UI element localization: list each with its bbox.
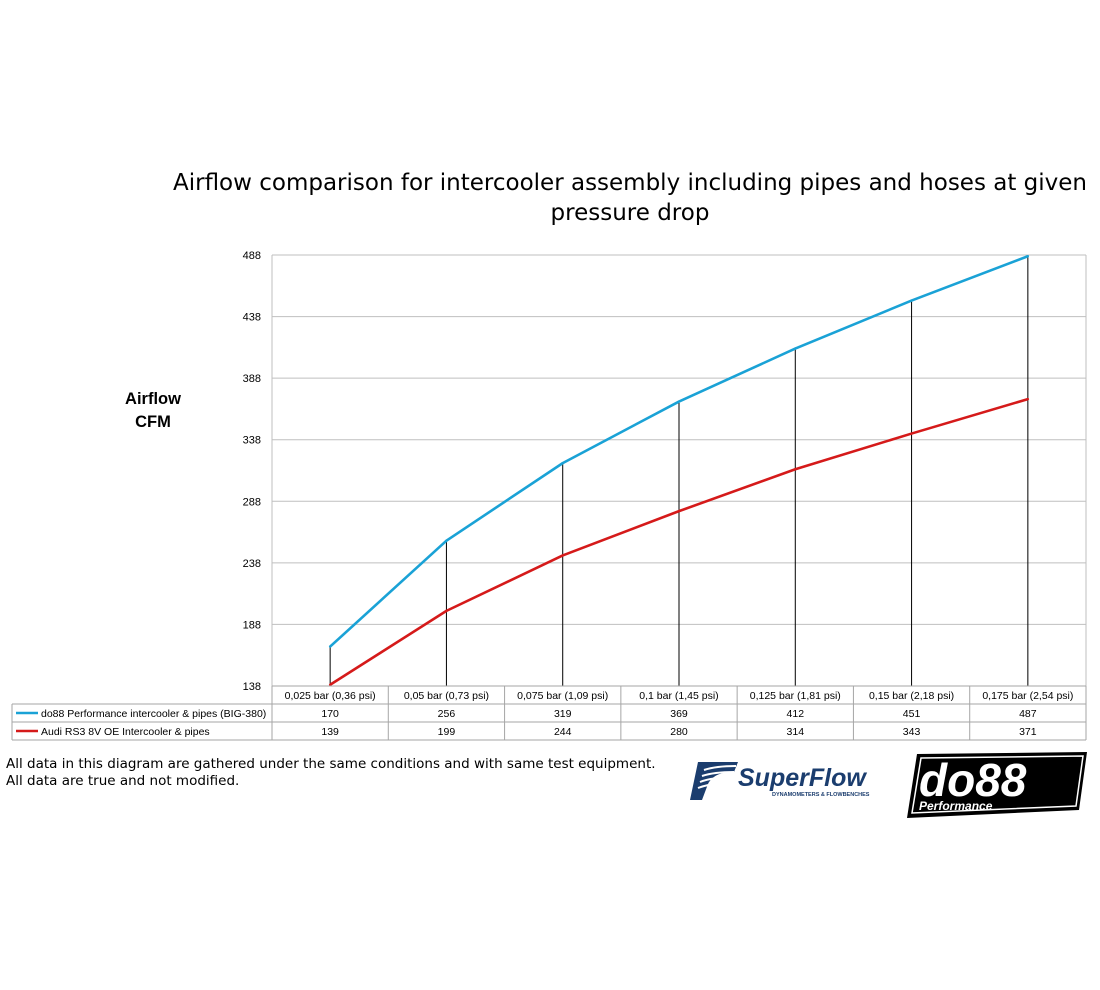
footnote-line-2: All data are true and not modified. <box>6 773 240 789</box>
data-point <box>794 347 797 350</box>
data-label: 199 <box>438 726 456 738</box>
y-axis-label-line-2: CFM <box>135 413 171 431</box>
y-axis-label-line-1: Airflow <box>125 390 181 408</box>
data-label: 319 <box>554 708 572 720</box>
data-label: 244 <box>554 726 572 738</box>
y-tick-label: 288 <box>243 496 261 508</box>
drop-lines <box>329 256 1029 686</box>
data-label: 412 <box>787 708 805 720</box>
y-tick-label: 338 <box>243 435 261 447</box>
data-point <box>445 609 448 613</box>
footnote-line-1: All data in this diagram are gathered un… <box>6 756 656 772</box>
superflow-logo-tagline: DYNAMOMETERS & FLOWBENCHES <box>772 792 870 798</box>
superflow-logo-text: SuperFlow <box>738 764 867 792</box>
data-label: 343 <box>903 726 921 738</box>
series-lines <box>328 255 1030 686</box>
y-tick-label: 388 <box>243 373 261 385</box>
data-label: 487 <box>1019 708 1037 720</box>
data-point <box>561 554 564 557</box>
y-tick-labels: 488 438 388 338 288 238 188 138 <box>243 250 261 693</box>
superflow-swoosh-icon <box>690 762 738 800</box>
y-axis-label: Airflow CFM <box>100 388 206 434</box>
data-label: 256 <box>438 708 456 720</box>
data-point <box>1026 255 1030 258</box>
y-tick-label: 488 <box>243 250 261 262</box>
data-label: 369 <box>670 708 688 720</box>
x-tick-label: 0,1 bar (1,45 psi) <box>639 690 718 702</box>
data-point <box>910 299 913 302</box>
data-label: 139 <box>321 726 339 738</box>
legend-label: do88 Performance intercooler & pipes (BI… <box>41 708 266 720</box>
data-label: 451 <box>903 708 921 720</box>
data-point <box>561 461 564 465</box>
x-tick-label: 0,15 bar (2,18 psi) <box>869 690 954 702</box>
x-tick-label: 0,175 bar (2,54 psi) <box>982 690 1073 702</box>
chart-title: Airflow comparison for intercooler assem… <box>172 170 1087 226</box>
superflow-logo: SuperFlow DYNAMOMETERS & FLOWBENCHES <box>690 762 870 800</box>
data-point <box>445 539 448 542</box>
legend-label: Audi RS3 8V OE Intercooler & pipes <box>41 726 210 738</box>
data-point <box>910 432 913 435</box>
data-label: 371 <box>1019 726 1037 738</box>
data-label: 170 <box>321 708 339 720</box>
data-point <box>328 645 332 648</box>
do88-logo-tagline: Performance <box>919 799 993 813</box>
data-point <box>677 400 681 403</box>
data-point <box>677 509 681 513</box>
y-tick-label: 438 <box>243 312 261 324</box>
data-label: 314 <box>787 726 805 738</box>
data-point <box>328 683 332 686</box>
data-label: 280 <box>670 726 688 738</box>
footnote: All data in this diagram are gathered un… <box>6 756 656 790</box>
data-table: 0,025 bar (0,36 psi) 0,05 bar (0,73 psi) 0… <box>11 685 1087 741</box>
y-tick-label: 238 <box>243 558 261 570</box>
x-tick-label: 0,05 bar (0,73 psi) <box>404 690 489 702</box>
x-tick-label: 0,025 bar (0,36 psi) <box>285 690 376 702</box>
data-point <box>794 468 797 471</box>
y-tick-label: 138 <box>243 681 261 693</box>
y-tick-label: 188 <box>243 619 261 631</box>
x-tick-label: 0,075 bar (1,09 psi) <box>517 690 608 702</box>
do88-logo: do88 Performance <box>907 752 1087 818</box>
do88-logo-text: do88 <box>919 754 1027 806</box>
x-tick-label: 0,125 bar (1,81 psi) <box>750 690 841 702</box>
data-point <box>1026 397 1030 401</box>
